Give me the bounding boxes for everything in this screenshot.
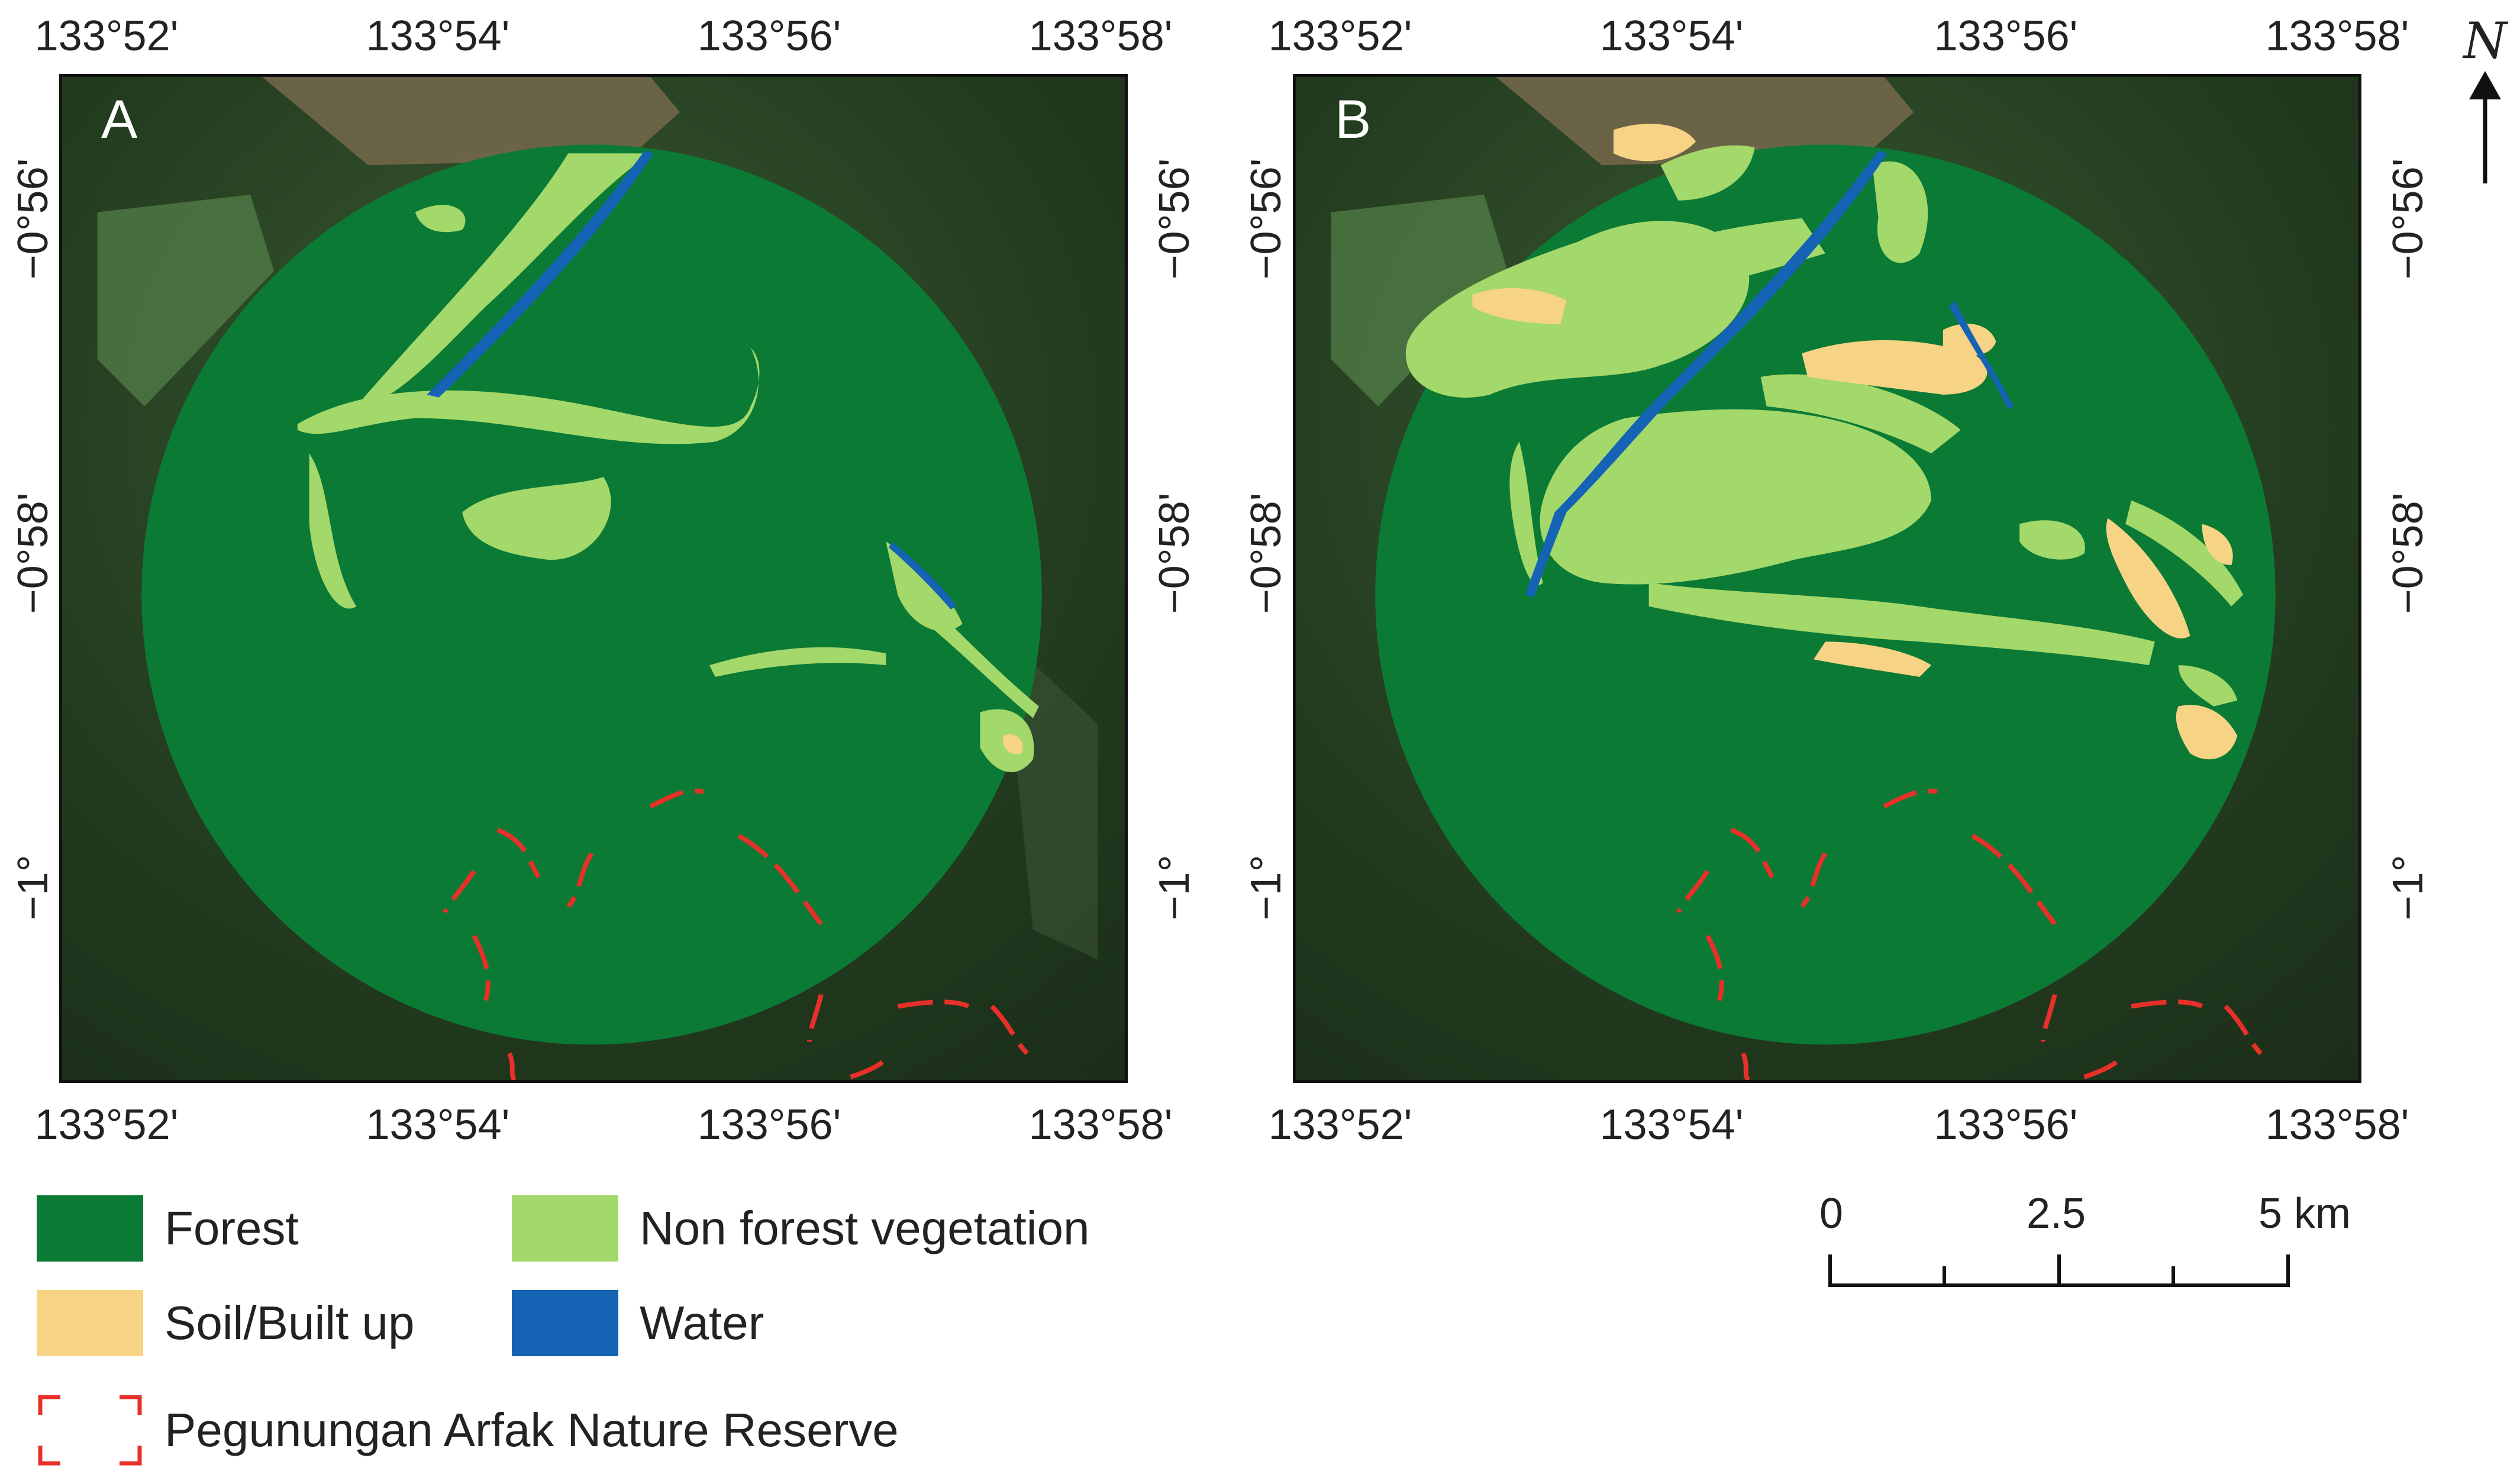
left-tick-label: −0°56' [1243,158,1290,280]
land-cover-map-b [1296,77,2358,1080]
left-tick-label: −1° [1243,854,1290,921]
nature-reserve-boundary [442,788,1029,1080]
terrain-shade [1004,636,1098,960]
right-tick-label: −0°58' [1151,492,1198,614]
non-forest-vegetation-patch [1648,582,2155,666]
bottom-tick-label: 133°52' [34,1101,179,1149]
non-forest-vegetation-patch [2019,520,2085,560]
non-forest-vegetation-patch [356,153,651,407]
top-tick-label: 133°56' [697,12,841,60]
non-forest-vegetation-patch [415,205,466,233]
scale-bar-graphic [1828,1254,2290,1287]
right-tick-label: −1° [1151,854,1198,921]
land-cover-map-a [62,77,1125,1080]
legend-swatch-nature-reserve [38,1395,142,1466]
scale-label: 5 km [2258,1190,2351,1237]
left-tick-label: −0°58' [9,492,57,614]
non-forest-vegetation-patch [1872,161,1928,263]
non-forest-vegetation-patch [2125,500,2244,607]
left-tick-label: −0°56' [9,158,57,280]
north-arrow-icon [2469,71,2501,183]
left-tick-label: −1° [9,854,57,921]
water-river [889,541,957,609]
top-tick-label: 133°54' [1599,12,1744,60]
top-tick-label: 133°58' [1028,12,1173,60]
non-forest-vegetation-patch [297,347,760,444]
legend-label: Forest [164,1202,299,1254]
legend-item-water: Water [512,1290,764,1356]
bottom-tick-label: 133°58' [2265,1101,2409,1149]
bottom-tick-label: 133°54' [366,1101,510,1149]
soil-built-up-patch [1802,340,1987,395]
bottom-tick-label: 133°56' [697,1101,841,1149]
legend-label: Non forest vegetation [640,1202,1090,1254]
legend-label: Soil/Built up [164,1296,415,1349]
non-forest-vegetation-patch [886,541,963,631]
legend-item-nature-reserve: Pegunungan Arfak Nature Reserve [37,1394,899,1467]
non-forest-vegetation-patch [1760,374,1961,454]
legend-item-non-forest-vegetation: Non forest vegetation [512,1195,1089,1262]
legend-swatch-soil-built-up [37,1290,143,1356]
non-forest-vegetation-patch [1637,218,1826,295]
legend-label: Water [640,1296,764,1349]
right-tick-label: −0°56' [1151,158,1198,280]
bottom-tick-label: 133°52' [1268,1101,1412,1149]
settlement-area [262,77,680,166]
soil-built-up-patch [1814,641,1932,678]
top-tick-label: 133°52' [34,12,179,60]
non-forest-vegetation-patch [309,453,357,609]
non-forest-vegetation-patch [1509,441,1543,585]
top-tick-label: 133°58' [2265,12,2409,60]
north-arrow: N [2458,12,2512,183]
panel-letter-a: A [101,89,138,150]
legend-item-soil-built-up: Soil/Built up [37,1290,414,1356]
legend-swatch-forest [37,1195,143,1262]
non-forest-vegetation-patch [462,477,611,560]
non-forest-vegetation-patch [709,647,886,678]
non-forest-vegetation-patch [927,606,1039,718]
map-frame-b: B [1293,74,2361,1083]
top-tick-label: 133°54' [366,12,510,60]
right-tick-label: −0°56' [2385,158,2432,280]
top-tick-label: 133°56' [1934,12,2078,60]
settlement-area [1496,77,1914,166]
north-arrow-label: N [2463,12,2507,70]
bottom-tick-label: 133°54' [1599,1101,1744,1149]
water-river [1525,150,1887,598]
legend-item-forest: Forest [37,1195,299,1262]
cleared-land [97,194,275,407]
panel-letter-b: B [1335,89,1372,150]
bottom-tick-label: 133°56' [1934,1101,2078,1149]
soil-built-up-patch [1472,288,1567,324]
cleared-land [1331,194,1508,407]
bottom-tick-label: 133°58' [1028,1101,1173,1149]
nature-reserve-boundary [1676,788,2263,1080]
water-river [427,150,654,398]
soil-built-up-patch [2176,705,2238,760]
non-forest-vegetation-patch [2178,665,2238,707]
legend-label: Pegunungan Arfak Nature Reserve [164,1404,899,1456]
soil-built-up-patch [2202,524,2233,566]
legend-swatch-non-forest-vegetation [512,1195,618,1262]
right-tick-label: −0°58' [2385,492,2432,614]
water-river [1948,300,2014,409]
non-forest-vegetation-patch [1540,409,1932,585]
forest-area [141,144,1042,1045]
left-tick-label: −0°58' [1243,492,1290,614]
scale-label: 0 [1819,1190,1844,1237]
non-forest-vegetation-patch [1660,145,1755,201]
legend-swatch-water [512,1290,618,1356]
top-tick-label: 133°52' [1268,12,1412,60]
right-tick-label: −1° [2385,854,2432,921]
soil-built-up-patch [1003,734,1023,754]
map-frame-a: A [59,74,1128,1083]
soil-built-up-patch [1614,124,1696,162]
soil-built-up-patch [2106,518,2190,638]
scale-label: 2.5 [2026,1190,2086,1237]
